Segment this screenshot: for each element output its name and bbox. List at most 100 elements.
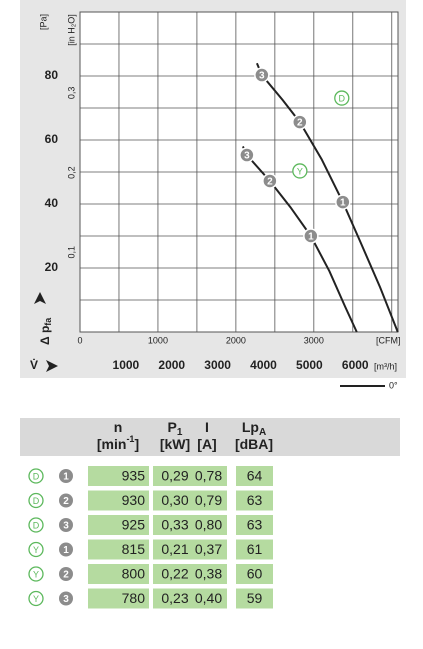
cell-value: 59 — [247, 590, 263, 606]
column-unit-main: [min — [97, 436, 127, 452]
cell-value: 815 — [122, 541, 146, 557]
x-title: V̇ — [30, 357, 38, 372]
value-cell — [236, 490, 273, 511]
column-unit: [dBA] — [235, 436, 273, 452]
value-cell — [88, 539, 149, 560]
cell-value: 0,78 — [195, 468, 222, 484]
cell-value: 63 — [247, 492, 263, 508]
y-label: [Pa] — [38, 14, 48, 30]
cell-value: 935 — [122, 468, 146, 484]
value-cell — [153, 539, 197, 560]
variant-badge — [28, 492, 44, 509]
cell-value: 0,80 — [195, 517, 222, 533]
cell-value: 61 — [247, 541, 263, 557]
value-cell — [153, 490, 197, 511]
cell-value: 0,79 — [195, 492, 222, 508]
value-cell — [190, 588, 227, 609]
x-label: [CFM] — [376, 335, 401, 345]
operating-point — [239, 147, 255, 163]
variant-label: D — [33, 496, 40, 506]
variant-label: Y — [33, 594, 39, 604]
x-tick-label: 3000 — [304, 335, 324, 345]
cell-value: 0,37 — [195, 541, 222, 557]
column-unit: [kW] — [160, 436, 190, 452]
x2-tick-label: 6000 — [342, 358, 369, 372]
value-cell — [236, 515, 273, 535]
y-arrow — [34, 292, 46, 304]
value-cell — [88, 588, 149, 609]
cell-value: 64 — [247, 468, 263, 484]
variant-badge — [28, 566, 44, 582]
value-cell — [236, 466, 273, 486]
curve-number-label: 1 — [63, 545, 69, 556]
operating-point-label: 2 — [267, 177, 273, 188]
value-cell — [88, 515, 149, 535]
value-cell — [153, 515, 197, 535]
column-unit-main: [kW] — [160, 436, 190, 452]
curve-badge-label: Y — [297, 166, 303, 176]
value-cell — [88, 564, 149, 584]
cell-value: 925 — [122, 517, 146, 533]
y-tick-label: 80 — [45, 68, 59, 82]
y-title: Δ pfa — [38, 317, 53, 345]
x-tick-label: 1000 — [148, 335, 168, 345]
cell-value: 0,29 — [161, 468, 188, 484]
cell-value: 0,33 — [161, 517, 188, 533]
column-unit-main: [dBA] — [235, 436, 273, 452]
curve-number-badge — [59, 518, 73, 532]
column-unit-end: ] — [134, 436, 139, 452]
table-header-background — [20, 418, 400, 456]
column-symbol: I — [205, 419, 209, 435]
x2-tick-label: 1000 — [113, 358, 140, 372]
cell-value: 0,30 — [161, 492, 188, 508]
y2-tick-label: 0,2 — [66, 166, 76, 179]
x2-tick-label: 3000 — [204, 358, 231, 372]
value-cell — [190, 564, 227, 584]
y-tick-label: 60 — [45, 132, 59, 146]
value-cell — [190, 539, 227, 560]
column-symbol-main: I — [205, 419, 209, 435]
legend-label: 0° — [389, 380, 398, 390]
curve-badge — [292, 163, 308, 179]
operating-point-label: 2 — [297, 118, 303, 129]
value-cell — [153, 588, 197, 609]
cell-value: 930 — [122, 492, 146, 508]
variant-label: Y — [33, 545, 39, 555]
column-symbol-sub: 1 — [177, 427, 183, 438]
cell-value: 0,40 — [195, 590, 222, 606]
y2-label: [in H₂O] — [66, 14, 76, 46]
x-tick-label: 0 — [77, 335, 82, 345]
y-title-main: Δ p — [38, 326, 52, 345]
value-cell — [153, 466, 197, 486]
value-cell — [88, 466, 149, 486]
y-tick-label: 40 — [45, 196, 59, 210]
x2-tick-label: 4000 — [250, 358, 277, 372]
variant-label: Y — [33, 569, 39, 579]
value-cell — [88, 490, 149, 511]
plot-border — [79, 11, 399, 333]
column-symbol: n — [114, 419, 123, 435]
column-unit: [min-1] — [97, 434, 139, 451]
cell-value: 60 — [247, 566, 263, 582]
y2-tick-label: 0,1 — [66, 246, 76, 259]
operating-point — [254, 67, 270, 83]
curve-badge — [334, 90, 350, 106]
value-cell — [190, 490, 227, 511]
variant-badge — [28, 590, 44, 607]
cell-value: 800 — [122, 566, 146, 582]
curve-number-label: 3 — [63, 594, 69, 605]
x2-tick-label: 5000 — [296, 358, 323, 372]
value-cell — [190, 515, 227, 535]
x2-label: [m³/h] — [374, 361, 397, 371]
operating-point — [292, 114, 308, 130]
column-unit-main: [A] — [197, 436, 216, 452]
operating-point — [303, 228, 319, 244]
column-symbol-main: Lp — [242, 419, 259, 435]
value-cell — [236, 588, 273, 609]
curve-number-badge — [59, 542, 73, 557]
operating-point — [262, 173, 278, 189]
value-cell — [190, 466, 227, 486]
cell-value: 0,38 — [195, 566, 222, 582]
curve-number-badge — [59, 567, 73, 581]
